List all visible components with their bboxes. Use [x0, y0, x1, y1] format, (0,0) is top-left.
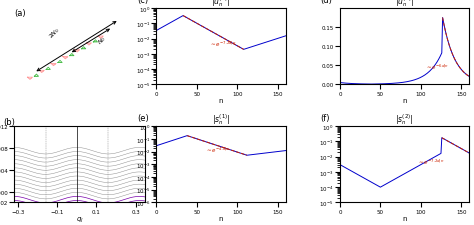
Text: (e): (e): [137, 114, 149, 123]
X-axis label: n: n: [219, 97, 223, 104]
Text: (b): (b): [4, 118, 16, 127]
Text: $2N_0$: $2N_0$: [47, 25, 63, 41]
X-axis label: n: n: [219, 215, 223, 221]
Text: (d): (d): [320, 0, 332, 5]
X-axis label: n: n: [402, 97, 407, 104]
X-axis label: $q_l$: $q_l$: [76, 215, 83, 224]
Text: $\sim e^{-4.8|n}$: $\sim e^{-4.8|n}$: [205, 145, 230, 154]
Text: $\sim e^{-6d|n}$: $\sim e^{-6d|n}$: [425, 63, 449, 72]
Title: $|u_n^{(2)}|$: $|u_n^{(2)}|$: [395, 0, 414, 9]
Text: $\sim e^{-7.2d|n}$: $\sim e^{-7.2d|n}$: [209, 40, 237, 49]
Text: (a): (a): [14, 9, 26, 18]
Text: (f): (f): [320, 114, 330, 123]
Text: $\sim e^{-7.2d|n}$: $\sim e^{-7.2d|n}$: [417, 158, 444, 167]
Title: $|u_n^{(1)}|$: $|u_n^{(1)}|$: [211, 0, 231, 9]
Text: $N_0$: $N_0$: [95, 34, 108, 47]
Title: $|s_n^{(2)}|$: $|s_n^{(2)}|$: [395, 112, 414, 127]
X-axis label: n: n: [402, 215, 407, 221]
Title: $|s_n^{(1)}|$: $|s_n^{(1)}|$: [212, 112, 230, 127]
Text: (c): (c): [137, 0, 148, 5]
